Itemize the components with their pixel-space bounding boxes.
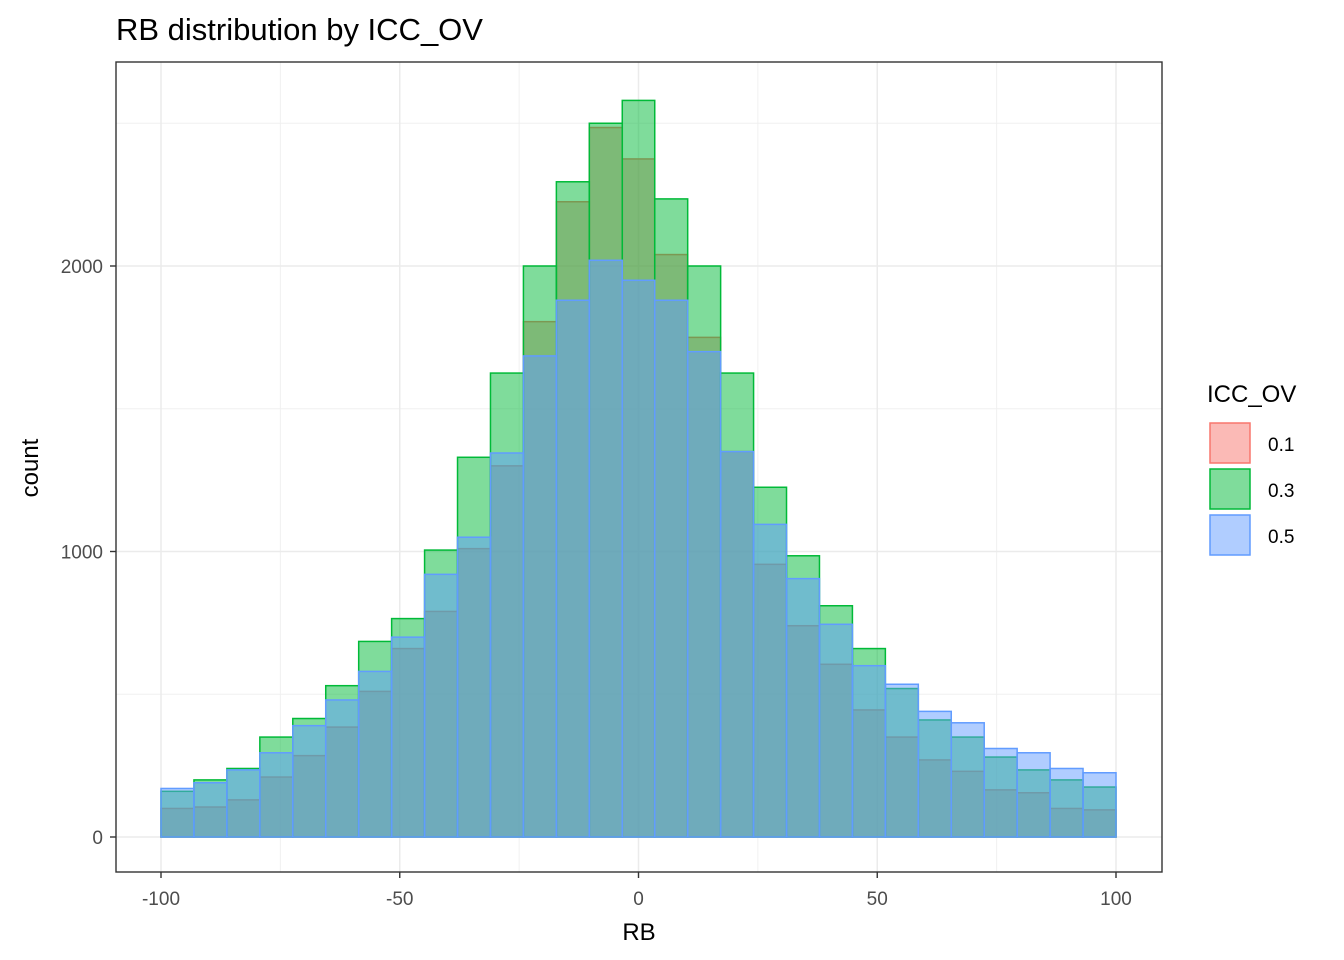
x-tick-label: 50	[867, 889, 888, 910]
histogram-bar	[555, 299, 591, 838]
histogram-bar	[917, 710, 953, 838]
y-tick-label: 1000	[61, 543, 103, 564]
histogram-bar	[1016, 752, 1051, 838]
histogram-bar	[357, 670, 393, 838]
histogram-bar	[851, 664, 887, 838]
legend-key	[1209, 514, 1251, 556]
legend-label: 0.5	[1268, 527, 1294, 548]
x-tick-label: 100	[1100, 889, 1132, 910]
histogram-bar	[259, 752, 294, 838]
y-tick-label: 0	[92, 828, 103, 849]
y-axis: 0 1000 2000	[61, 257, 116, 849]
x-tick-label: -50	[386, 889, 413, 910]
x-axis: -100 -50 0 50 100	[142, 872, 1132, 910]
histogram-bar	[621, 279, 656, 838]
histogram-bar	[456, 536, 492, 838]
histogram-bar	[324, 699, 360, 838]
histogram-bar	[653, 299, 689, 838]
histogram-bar	[226, 769, 261, 838]
histogram-bar	[160, 787, 195, 838]
series-0.5	[160, 259, 1117, 838]
histogram-bar	[423, 573, 459, 838]
histogram-bar	[752, 523, 788, 838]
histogram-bar	[686, 350, 722, 838]
histogram-bar	[818, 623, 854, 838]
x-tick-label: -100	[142, 889, 180, 910]
histogram-bar	[522, 355, 558, 838]
y-tick-label: 2000	[61, 257, 103, 278]
chart-title: RB distribution by ICC_OV	[116, 12, 483, 47]
histogram-bar	[983, 747, 1018, 838]
histogram-bar	[193, 782, 228, 838]
histogram-bar	[292, 724, 327, 838]
legend-key	[1209, 422, 1251, 464]
bars	[160, 99, 1117, 838]
histogram-bar	[588, 259, 624, 838]
histogram-bar	[950, 722, 985, 838]
legend-label: 0.1	[1268, 435, 1294, 456]
histogram-bar	[785, 577, 821, 838]
legend-title: ICC_OV	[1207, 381, 1296, 408]
legend-key	[1209, 468, 1251, 510]
y-axis-title: count	[17, 438, 44, 497]
x-axis-title: RB	[622, 919, 655, 946]
histogram-bar	[390, 636, 426, 838]
x-tick-label: 0	[633, 889, 644, 910]
histogram-bar	[719, 450, 755, 838]
histogram-bar	[884, 683, 920, 838]
histogram-bar	[489, 452, 525, 838]
histogram-bar	[1049, 767, 1084, 838]
legend: ICC_OV 0.1 0.3 0.5	[1207, 381, 1296, 556]
legend-label: 0.3	[1268, 481, 1294, 502]
histogram-bar	[1082, 772, 1117, 838]
